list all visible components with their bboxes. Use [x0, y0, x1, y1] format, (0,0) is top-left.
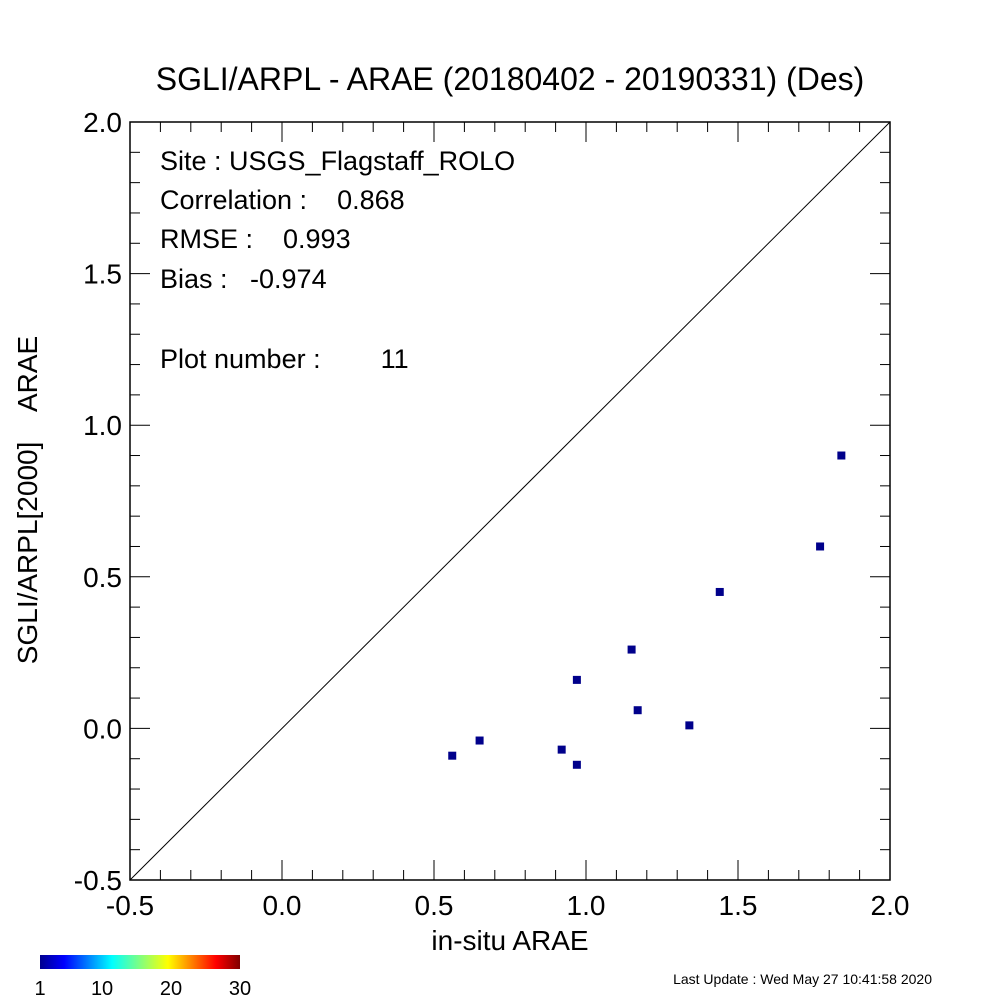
colorbar-labels: 1 10 20 30 [34, 978, 251, 1000]
y-tick-label: 2.0 [83, 107, 122, 138]
y-ticks [130, 121, 890, 881]
x-axis-label: in-situ ARAE [431, 925, 588, 956]
plot-frame [129, 121, 891, 881]
data-point [448, 751, 457, 760]
data-point [475, 736, 484, 745]
stat-correlation: Correlation : 0.868 [160, 185, 405, 215]
data-point [685, 721, 694, 730]
y-tick-label: -0.5 [74, 865, 122, 896]
one-to-one-line [129, 121, 891, 881]
data-point [715, 587, 724, 596]
data-point [633, 706, 642, 715]
stats-box: Site : USGS_Flagstaff_ROLO Correlation :… [160, 146, 515, 374]
data-point [837, 451, 846, 460]
x-tick-label: 1.0 [567, 890, 606, 921]
x-tick-label: 0.0 [263, 890, 302, 921]
data-point [557, 745, 566, 754]
x-tick-label: -0.5 [106, 890, 154, 921]
data-point [572, 675, 581, 684]
last-update: Last Update : Wed May 27 10:41:58 2020 [673, 971, 932, 987]
y-tick-label: 0.5 [83, 562, 122, 593]
y-tick-label: 1.5 [83, 259, 122, 290]
x-tick-label: 1.5 [719, 890, 758, 921]
chart-title: SGLI/ARPL - ARAE (20180402 - 20190331) (… [156, 61, 865, 97]
x-tick-labels: -0.5 0.0 0.5 1.0 1.5 2.0 [106, 890, 910, 921]
colorbar-label: 20 [160, 978, 182, 1000]
stat-bias: Bias : -0.974 [160, 264, 327, 294]
colorbar-label: 1 [34, 978, 45, 1000]
data-point [816, 542, 825, 551]
y-tick-labels: -0.5 0.0 0.5 1.0 1.5 2.0 [74, 107, 122, 896]
y-tick-label: 0.0 [83, 713, 122, 744]
data-point [572, 760, 581, 769]
colorbar-label: 30 [229, 978, 251, 1000]
y-axis-label: SGLI/ARPL[2000] ARAE [12, 336, 43, 664]
colorbar-label: 10 [91, 978, 113, 1000]
data-point [627, 645, 636, 654]
y-tick-label: 1.0 [83, 410, 122, 441]
stat-site: Site : USGS_Flagstaff_ROLO [160, 146, 515, 176]
stat-plot-number: Plot number : 11 [160, 344, 409, 374]
x-tick-label: 0.5 [415, 890, 454, 921]
x-ticks [129, 122, 891, 880]
stat-rmse: RMSE : 0.993 [160, 224, 351, 254]
colorbar [40, 955, 240, 969]
data-points [448, 451, 846, 769]
x-tick-label: 2.0 [871, 890, 910, 921]
